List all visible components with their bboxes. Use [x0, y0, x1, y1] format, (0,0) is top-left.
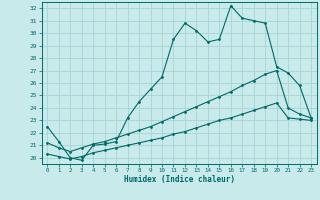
X-axis label: Humidex (Indice chaleur): Humidex (Indice chaleur) [124, 175, 235, 184]
